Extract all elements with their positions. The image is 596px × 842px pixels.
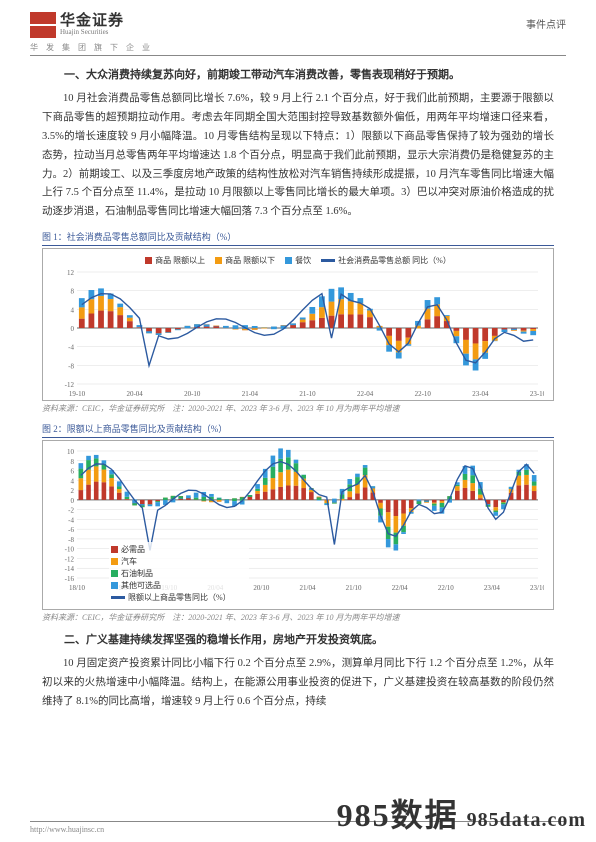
- fig2-legend: 必需品汽车石油制品其他可选品限额以上商品零售同比（%）: [109, 542, 249, 605]
- legend-item: 石油制品: [111, 568, 247, 579]
- logo-block: 华金证券 Huajin Securities: [30, 12, 124, 38]
- fig2-label: 图 2：限额以上商品零售同比及贡献结构（%）: [42, 422, 554, 438]
- legend-item: 商品 限额以上: [145, 255, 205, 266]
- svg-text:22-10: 22-10: [415, 390, 432, 398]
- svg-text:-16: -16: [65, 575, 75, 583]
- fig2-src: 资料来源：CEIC，华金证券研究所 注：2020-2021 年、2023 年 3…: [42, 612, 554, 623]
- page-header: 华金证券 Huajin Securities 事件点评: [0, 0, 596, 42]
- fig1-legend: 商品 限额以上商品 限额以下餐饮社会消费品零售总额 同比（%）: [49, 255, 547, 266]
- svg-text:-10: -10: [65, 546, 75, 554]
- svg-text:12: 12: [67, 269, 75, 277]
- watermark-cn: 985数据: [337, 790, 459, 836]
- svg-text:8: 8: [71, 288, 75, 296]
- section-2-title: 二、广义基建持续发挥坚强的稳增长作用，房地产开发投资筑底。: [42, 631, 554, 647]
- svg-text:-2: -2: [68, 507, 74, 515]
- svg-text:20-04: 20-04: [126, 390, 143, 398]
- svg-text:-12: -12: [65, 381, 75, 389]
- svg-text:-6: -6: [68, 526, 74, 534]
- svg-text:23-04: 23-04: [472, 390, 489, 398]
- watermark: 985数据 985data.com: [337, 790, 586, 836]
- svg-text:21-04: 21-04: [242, 390, 259, 398]
- fig1-svg: -12 -8 -4 0 4 8 12 19-10 20-04 20-10 21-04 21-10 22-…: [49, 268, 544, 398]
- svg-text:-12: -12: [65, 556, 75, 564]
- legend-item: 其他可选品: [111, 580, 247, 591]
- svg-text:22-04: 22-04: [357, 390, 374, 398]
- svg-text:23/10: 23/10: [530, 584, 544, 592]
- svg-text:8: 8: [71, 458, 75, 466]
- logo-cn: 华金证券: [60, 13, 124, 30]
- svg-text:20-10: 20-10: [184, 390, 201, 398]
- header-divider: [30, 55, 566, 56]
- svg-text:-4: -4: [68, 517, 74, 525]
- svg-text:22/10: 22/10: [438, 584, 454, 592]
- svg-text:0: 0: [71, 325, 75, 333]
- svg-text:21/10: 21/10: [346, 584, 362, 592]
- section-1-para: 10 月社会消费品零售总额同比增长 7.6%，较 9 月上行 2.1 个百分点，…: [42, 90, 554, 222]
- section-1-title: 一、大众消费持续复苏向好，前期竣工带动汽车消费改善，零售表现稍好于预期。: [42, 66, 554, 82]
- footer-url: http://www.huajinsc.cn: [30, 825, 104, 834]
- legend-item: 餐饮: [285, 255, 311, 266]
- svg-text:23-10: 23-10: [530, 390, 544, 398]
- doc-type: 事件点评: [526, 12, 566, 31]
- svg-text:18/10: 18/10: [69, 584, 85, 592]
- watermark-en: 985data.com: [467, 809, 586, 832]
- svg-text:23/04: 23/04: [484, 584, 500, 592]
- legend-item: 必需品: [111, 544, 247, 555]
- svg-text:-14: -14: [65, 565, 75, 573]
- svg-text:22/04: 22/04: [392, 584, 408, 592]
- svg-text:21/04: 21/04: [300, 584, 316, 592]
- svg-text:10: 10: [67, 448, 75, 456]
- fig1-src: 资料来源：CEIC，华金证券研究所 注：2020-2021 年、2023 年 3…: [42, 403, 554, 414]
- logo-en: Huajin Securities: [60, 29, 124, 37]
- svg-text:-8: -8: [68, 536, 74, 544]
- legend-item: 商品 限额以下: [215, 255, 275, 266]
- svg-text:4: 4: [71, 307, 75, 315]
- fig1-label: 图 1：社会消费品零售总额同比及贡献结构（%）: [42, 230, 554, 246]
- logo-icon: [30, 12, 56, 38]
- legend-item: 限额以上商品零售同比（%）: [111, 592, 247, 603]
- fig2-chart: -16-14-12-10-8-6-4-2024681018/1019/0419/…: [42, 440, 554, 610]
- svg-text:19-10: 19-10: [69, 390, 86, 398]
- svg-text:-4: -4: [68, 344, 74, 352]
- svg-text:21-10: 21-10: [299, 390, 316, 398]
- legend-item: 汽车: [111, 556, 247, 567]
- section-2-para: 10 月固定资产投资累计同比小幅下行 0.2 个百分点至 2.9%，测算单月同比…: [42, 655, 554, 712]
- svg-text:6: 6: [71, 468, 75, 476]
- logo-sub: 华 发 集 团 旗 下 企 业: [0, 42, 596, 55]
- svg-text:-8: -8: [68, 363, 74, 371]
- svg-text:20/10: 20/10: [253, 584, 269, 592]
- svg-text:2: 2: [71, 487, 75, 495]
- fig1-chart: 商品 限额以上商品 限额以下餐饮社会消费品零售总额 同比（%） -12 -8 -4 0…: [42, 248, 554, 401]
- svg-text:0: 0: [71, 497, 75, 505]
- content: 一、大众消费持续复苏向好，前期竣工带动汽车消费改善，零售表现稍好于预期。 10 …: [0, 66, 596, 712]
- legend-item: 社会消费品零售总额 同比（%）: [321, 255, 451, 266]
- svg-text:4: 4: [71, 478, 75, 486]
